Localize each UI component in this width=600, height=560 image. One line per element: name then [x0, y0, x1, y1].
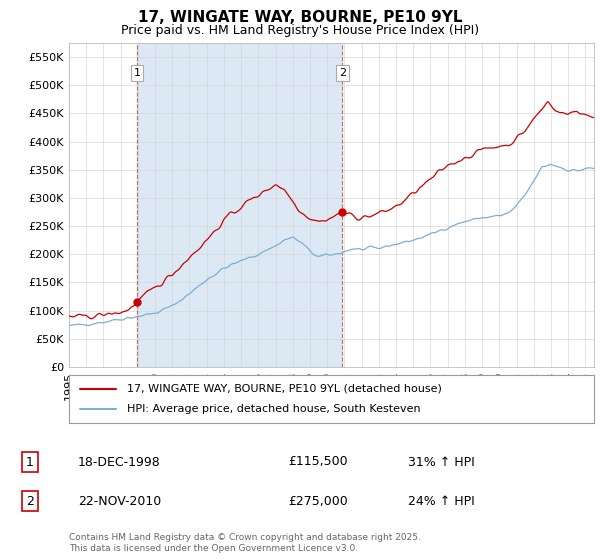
Text: HPI: Average price, detached house, South Kesteven: HPI: Average price, detached house, Sout… — [127, 404, 421, 414]
Text: 2: 2 — [26, 494, 34, 508]
Text: 17, WINGATE WAY, BOURNE, PE10 9YL: 17, WINGATE WAY, BOURNE, PE10 9YL — [138, 10, 462, 25]
Text: 2: 2 — [338, 68, 346, 78]
Text: £275,000: £275,000 — [288, 494, 348, 508]
Text: 24% ↑ HPI: 24% ↑ HPI — [408, 494, 475, 508]
Text: 18-DEC-1998: 18-DEC-1998 — [78, 455, 161, 469]
Text: 17, WINGATE WAY, BOURNE, PE10 9YL (detached house): 17, WINGATE WAY, BOURNE, PE10 9YL (detac… — [127, 384, 442, 394]
Text: 22-NOV-2010: 22-NOV-2010 — [78, 494, 161, 508]
Text: 1: 1 — [134, 68, 140, 78]
Bar — [137, 43, 342, 367]
Text: Contains HM Land Registry data © Crown copyright and database right 2025.
This d: Contains HM Land Registry data © Crown c… — [69, 533, 421, 553]
Text: 31% ↑ HPI: 31% ↑ HPI — [408, 455, 475, 469]
Text: 1: 1 — [26, 455, 34, 469]
Text: £115,500: £115,500 — [288, 455, 347, 469]
Text: Price paid vs. HM Land Registry's House Price Index (HPI): Price paid vs. HM Land Registry's House … — [121, 24, 479, 36]
